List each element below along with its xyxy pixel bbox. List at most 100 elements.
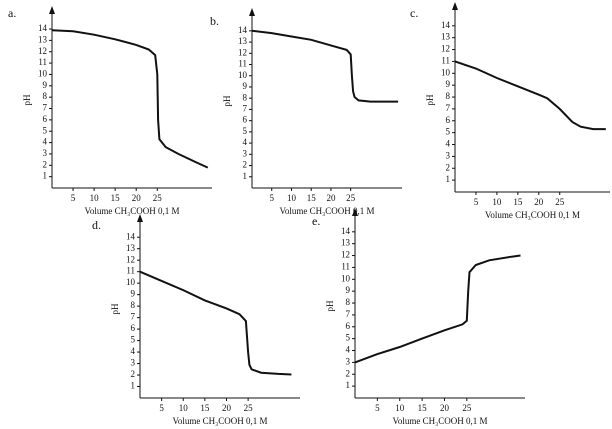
y-tick-label: 1 <box>346 380 351 390</box>
y-tick-label: 3 <box>446 150 451 160</box>
y-axis-label: pH <box>425 94 435 106</box>
x-tick-label: 15 <box>513 197 523 207</box>
y-tick-label: 4 <box>43 137 48 147</box>
y-tick-label: 10 <box>441 67 451 77</box>
titration-curve <box>251 29 399 103</box>
x-tick-label: 5 <box>375 403 380 413</box>
y-tick-label: 14 <box>341 226 351 236</box>
y-tick-label: 2 <box>43 159 48 169</box>
x-tick-label: 5 <box>159 403 164 413</box>
y-tick-label: 1 <box>446 174 451 184</box>
y-tick-label: 10 <box>38 69 48 79</box>
y-tick-label: 3 <box>131 358 136 368</box>
titration-curve <box>354 254 521 364</box>
y-tick-label: 5 <box>243 126 248 136</box>
y-tick-label: 13 <box>38 34 48 44</box>
y-tick-label: 8 <box>243 92 248 102</box>
y-tick-label: 7 <box>446 103 451 113</box>
y-tick-label: 6 <box>243 115 248 125</box>
x-tick-label: 25 <box>346 193 356 203</box>
y-tick-label: 5 <box>43 125 48 135</box>
y-tick-label: 12 <box>441 44 450 54</box>
y-tick-label: 9 <box>243 81 248 91</box>
axis-arrow <box>137 214 143 222</box>
y-tick-label: 9 <box>43 80 48 90</box>
x-tick-label: 15 <box>418 403 428 413</box>
y-tick-label: 7 <box>131 312 136 322</box>
y-tick-label: 4 <box>446 139 451 149</box>
x-tick-label: 10 <box>90 193 100 203</box>
titration-curve <box>139 270 292 376</box>
x-tick-label: 5 <box>474 197 479 207</box>
y-tick-label: 7 <box>243 103 248 113</box>
panel-label: a. <box>8 6 16 20</box>
y-tick-label: 3 <box>346 356 351 366</box>
axis-arrow <box>249 8 255 16</box>
y-tick-label: 1 <box>131 381 136 391</box>
y-tick-label: 8 <box>346 297 351 307</box>
y-tick-label: 8 <box>446 91 451 101</box>
y-tick-label: 3 <box>243 148 248 158</box>
y-tick-label: 13 <box>341 238 351 248</box>
y-tick-label: 11 <box>38 57 47 67</box>
y-tick-label: 9 <box>446 79 451 89</box>
x-tick-label: 20 <box>222 403 232 413</box>
titration-curve <box>51 29 209 169</box>
x-tick-label: 10 <box>179 403 189 413</box>
x-axis-label: Volume CH₃COOH 0,1 M <box>85 206 180 216</box>
axis-arrow <box>452 2 458 10</box>
panel-label: e. <box>312 214 320 228</box>
titration-curve <box>454 60 606 131</box>
x-tick-label: 15 <box>307 193 317 203</box>
x-tick-label: 15 <box>111 193 121 203</box>
y-tick-label: 3 <box>43 148 48 158</box>
y-tick-label: 8 <box>131 300 136 310</box>
y-tick-label: 5 <box>131 335 136 345</box>
x-tick-label: 5 <box>269 193 274 203</box>
axis-arrow <box>49 6 55 14</box>
y-tick-label: 2 <box>346 368 351 378</box>
y-tick-label: 4 <box>243 137 248 147</box>
y-tick-label: 10 <box>126 277 136 287</box>
x-axis-label: Volume CH₃COOH 0,1 M <box>485 210 580 220</box>
y-tick-label: 2 <box>243 160 248 170</box>
y-tick-label: 14 <box>238 25 248 35</box>
y-tick-label: 14 <box>126 231 136 241</box>
y-tick-label: 9 <box>346 285 351 295</box>
y-tick-label: 10 <box>341 273 351 283</box>
y-tick-label: 11 <box>341 261 350 271</box>
y-tick-label: 5 <box>446 127 451 137</box>
x-tick-label: 5 <box>71 193 76 203</box>
x-tick-label: 20 <box>132 193 142 203</box>
panel-label: c. <box>410 6 418 20</box>
x-tick-label: 25 <box>153 193 163 203</box>
y-tick-label: 10 <box>238 70 248 80</box>
y-tick-label: 4 <box>131 346 136 356</box>
x-axis-label: Volume CH₃COOH 0,1 M <box>280 206 375 216</box>
y-tick-label: 6 <box>446 115 451 125</box>
y-tick-label: 11 <box>441 55 450 65</box>
x-tick-label: 15 <box>200 403 210 413</box>
y-tick-label: 7 <box>43 103 48 113</box>
y-axis-label: pH <box>110 303 120 315</box>
y-tick-label: 12 <box>38 46 47 56</box>
x-tick-label: 20 <box>534 197 544 207</box>
axis-arrow <box>352 208 358 216</box>
panel-label: b. <box>210 14 219 28</box>
y-tick-label: 11 <box>238 59 247 69</box>
y-tick-label: 2 <box>446 162 451 172</box>
y-tick-label: 12 <box>126 254 135 264</box>
y-tick-label: 1 <box>243 171 248 181</box>
x-tick-label: 20 <box>326 193 336 203</box>
y-axis-label: pH <box>325 300 335 312</box>
y-tick-label: 11 <box>126 266 135 276</box>
x-axis-label: Volume CH₃COOH 0,1 M <box>173 416 268 426</box>
y-tick-label: 13 <box>126 243 136 253</box>
x-tick-label: 10 <box>395 403 405 413</box>
x-tick-label: 25 <box>244 403 254 413</box>
x-tick-label: 10 <box>287 193 297 203</box>
y-tick-label: 2 <box>131 369 136 379</box>
y-tick-label: 1 <box>43 171 48 181</box>
y-axis-label: pH <box>222 95 232 107</box>
y-tick-label: 6 <box>131 323 136 333</box>
